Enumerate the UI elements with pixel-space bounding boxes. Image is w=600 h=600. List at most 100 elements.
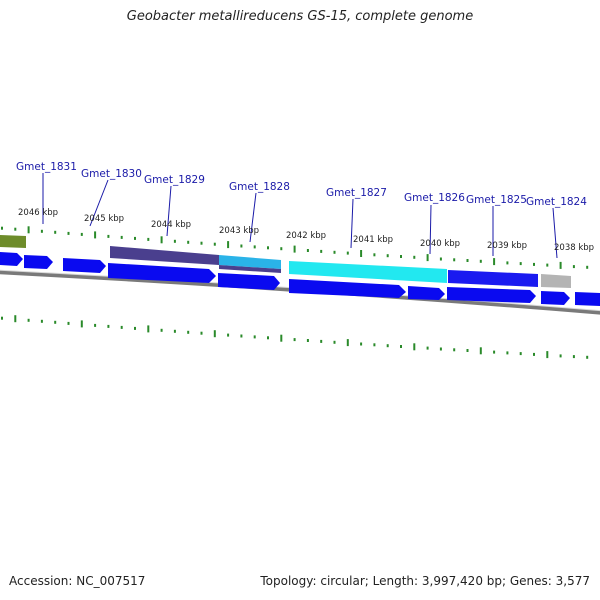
gene-label[interactable]: Gmet_1828	[229, 181, 290, 193]
minor-tick	[200, 241, 203, 245]
minor-tick	[413, 255, 416, 259]
gene-label[interactable]: Gmet_1829	[144, 174, 205, 186]
minor-tick	[400, 255, 402, 258]
minor-tick	[107, 234, 110, 238]
minor-tick	[67, 231, 70, 235]
minor-tick	[506, 351, 509, 355]
minor-tick	[506, 261, 509, 265]
major-tick	[346, 339, 349, 347]
gene-label[interactable]: Gmet_1830	[81, 168, 142, 180]
feature-indigo-tail[interactable]	[219, 265, 281, 273]
minor-tick	[373, 253, 376, 257]
feature-olive[interactable]	[0, 235, 26, 248]
minor-tick	[54, 320, 57, 324]
cds-arrow[interactable]	[63, 258, 106, 273]
major-tick	[280, 334, 283, 342]
kbp-label: 2046 kbp	[18, 208, 58, 218]
cds-arrow[interactable]	[447, 287, 536, 303]
kbp-label: 2044 kbp	[151, 220, 191, 230]
cds-arrow[interactable]	[289, 279, 406, 298]
minor-tick	[466, 349, 469, 352]
minor-tick	[107, 324, 110, 328]
minor-tick	[386, 344, 389, 348]
feature-indigo[interactable]	[110, 246, 219, 265]
major-tick	[426, 254, 429, 262]
gene-label[interactable]: Gmet_1831	[16, 161, 77, 173]
minor-tick	[439, 257, 442, 261]
kbp-labels: 2046 kbp 2045 kbp 2044 kbp 2043 kbp 2042…	[18, 208, 594, 253]
minor-tick	[120, 235, 123, 239]
minor-tick	[479, 259, 482, 263]
kbp-label: 2043 kbp	[219, 226, 259, 236]
major-tick	[546, 351, 549, 359]
minor-tick	[426, 346, 429, 350]
cds-arrow[interactable]	[24, 255, 53, 269]
minor-tick	[280, 247, 283, 251]
minor-tick	[253, 335, 256, 339]
minor-tick	[187, 330, 190, 334]
kbp-label: 2041 kbp	[353, 235, 393, 245]
minor-tick	[1, 316, 3, 320]
kbp-label: 2040 kbp	[420, 239, 460, 249]
minor-tick	[586, 265, 589, 269]
minor-tick	[120, 325, 123, 329]
minor-tick	[40, 319, 43, 323]
cds-arrow[interactable]	[408, 286, 445, 300]
leader-line	[89, 179, 109, 227]
minor-tick	[546, 263, 549, 267]
minor-tick	[320, 249, 323, 253]
page-title: Geobacter metallireducens GS-15, complet…	[126, 9, 474, 24]
cds-track	[0, 252, 600, 306]
minor-tick	[373, 343, 376, 347]
leader-line	[166, 185, 172, 237]
minor-tick	[27, 318, 30, 322]
major-tick	[147, 325, 150, 333]
gene-label[interactable]: Gmet_1824	[526, 196, 587, 208]
gene-label[interactable]: Gmet_1827	[326, 187, 387, 199]
minor-tick	[466, 259, 469, 262]
minor-tick	[346, 251, 349, 255]
minor-tick	[533, 262, 535, 266]
minor-tick	[200, 331, 203, 335]
cds-arrow[interactable]	[575, 292, 600, 306]
minor-tick	[54, 230, 57, 234]
major-tick	[14, 315, 17, 323]
major-tick	[493, 258, 496, 266]
cds-arrow[interactable]	[541, 291, 570, 305]
gene-label[interactable]: Gmet_1825	[466, 194, 527, 206]
minor-tick	[160, 328, 163, 332]
minor-tick	[320, 339, 323, 343]
minor-tick	[173, 329, 176, 333]
minor-tick	[1, 226, 3, 230]
minor-tick	[306, 339, 309, 342]
minor-tick	[67, 321, 70, 325]
minor-tick	[94, 323, 97, 327]
major-tick	[160, 236, 163, 244]
feature-cyan[interactable]	[289, 261, 447, 283]
minor-tick	[213, 242, 216, 246]
minor-tick	[240, 244, 243, 248]
gene-label[interactable]: Gmet_1826	[404, 192, 465, 204]
minor-tick	[386, 254, 389, 258]
cds-arrow[interactable]	[218, 273, 280, 290]
minor-tick	[14, 227, 17, 231]
major-tick	[80, 320, 83, 328]
major-tick	[559, 261, 562, 269]
feature-blue-bar[interactable]	[448, 270, 538, 287]
feature-gray[interactable]	[541, 274, 571, 288]
minor-tick	[80, 232, 83, 236]
minor-tick	[533, 352, 535, 356]
major-tick	[213, 330, 216, 338]
leader-line	[552, 207, 558, 259]
cds-arrow[interactable]	[108, 263, 216, 283]
kbp-label: 2045 kbp	[84, 214, 124, 224]
minor-tick	[360, 342, 363, 346]
feature-sky[interactable]	[219, 255, 281, 269]
gene-labels: Gmet_1831 Gmet_1830 Gmet_1829 Gmet_1828 …	[16, 161, 587, 208]
cds-arrow[interactable]	[0, 252, 23, 266]
leader-line	[249, 192, 257, 243]
minor-tick	[586, 355, 589, 359]
minor-tick	[439, 347, 442, 351]
